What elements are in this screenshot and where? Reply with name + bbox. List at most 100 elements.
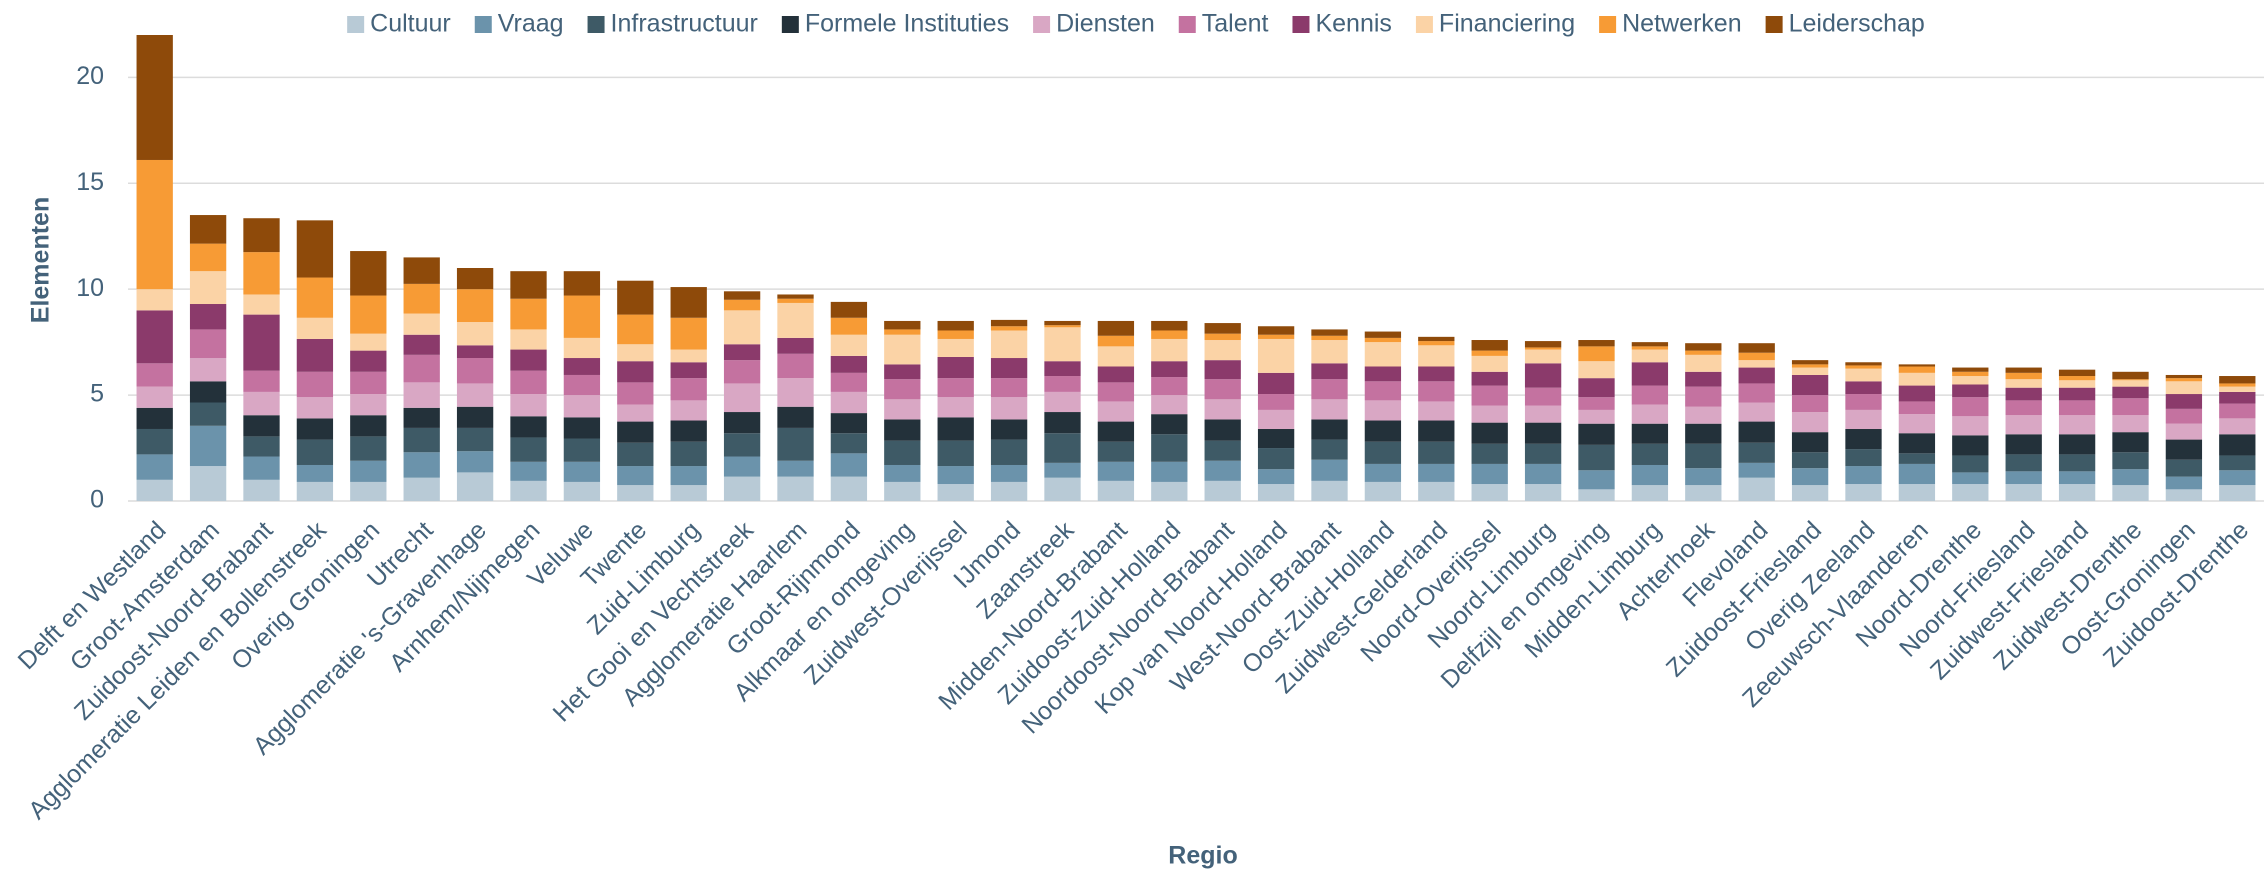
bar-segment (1578, 409, 1615, 424)
bar-segment (136, 363, 173, 387)
bar-segment (990, 358, 1028, 379)
bar-segment (670, 400, 707, 421)
bar-segment (1204, 419, 1241, 441)
bar-segment (1364, 441, 1402, 464)
bar-segment (2058, 376, 2096, 381)
legend-swatch (1599, 16, 1617, 33)
bar-segment (2165, 459, 2203, 477)
bar-segment (510, 298, 547, 330)
bar-segment (1898, 372, 1936, 386)
bar-segment (937, 417, 974, 441)
bar-segment (1044, 477, 1081, 501)
bar-segment (1738, 421, 1775, 443)
bar-segment (670, 317, 707, 350)
bar-segment (1524, 405, 1562, 423)
y-tick-label: 10 (76, 274, 104, 302)
bar-segment (723, 383, 761, 413)
bar-segment (2219, 455, 2256, 471)
bar-segment (1845, 368, 1882, 382)
bar-segment (723, 433, 761, 457)
bar-segment (1097, 346, 1135, 367)
bar-segment (243, 218, 280, 253)
bar-segment (2165, 489, 2203, 501)
bar-segment (510, 349, 547, 371)
bar-segment (1097, 441, 1135, 462)
legend-label: Kennis (1315, 10, 1391, 38)
bar-segment (2005, 471, 2042, 485)
bar-segment (456, 406, 494, 428)
y-tick-label: 5 (90, 380, 104, 408)
bar-segment (1898, 453, 1936, 464)
bar-segment (1151, 320, 1188, 331)
bar-segment (1418, 341, 1455, 346)
bar-segment (937, 320, 974, 331)
bar-segment (403, 257, 440, 284)
bar-segment (1791, 468, 1829, 486)
bar-segment (1738, 360, 1775, 368)
bar-segment (830, 317, 868, 335)
bar-segment (1952, 455, 1989, 473)
bar-segment (243, 370, 280, 392)
bar-segment (563, 417, 601, 439)
bar-segment (1791, 452, 1829, 469)
bar-segment (1364, 463, 1402, 482)
bar-segment (830, 355, 868, 373)
legend-swatch (781, 16, 799, 33)
bar-segment (777, 337, 814, 354)
bar-segment (670, 349, 707, 363)
bar-segment (1364, 366, 1402, 382)
bar-segment (136, 479, 173, 501)
bar-segment (456, 268, 494, 290)
bar-segment (884, 364, 921, 380)
bar-segment (1952, 435, 1989, 456)
bar-segment (296, 481, 334, 501)
bar-segment (1578, 340, 1615, 347)
bar-segment (723, 412, 761, 434)
bar-segment (937, 330, 974, 339)
bar-segment (1151, 330, 1188, 339)
bar-segment (510, 271, 547, 299)
bar-segment (2219, 376, 2256, 384)
legend-label: Formele Instituties (805, 10, 1009, 38)
bar-segment (563, 481, 601, 501)
bar-segment (563, 395, 601, 418)
bar-segment (2165, 408, 2203, 424)
bar-segment (1791, 367, 1829, 375)
bar-segment (617, 404, 654, 422)
bar-segment (884, 399, 921, 420)
bar-segment (1471, 463, 1508, 485)
bar-segment (189, 304, 227, 330)
bar-segment (1524, 349, 1562, 364)
bar-segment (830, 334, 868, 356)
bar-segment (2112, 380, 2149, 387)
bar-segment (456, 322, 494, 346)
bar-segment (2058, 380, 2096, 388)
bar-segment (1631, 342, 1669, 347)
bar-segment (990, 481, 1028, 501)
bar-segment (2005, 415, 2042, 435)
bar-segment (1738, 477, 1775, 501)
bar-segment (189, 466, 227, 501)
bar-segment (1738, 462, 1775, 478)
bar-segment (1151, 434, 1188, 462)
legend: Cultuur Vraag Infrastructuur Formele Instit… (347, 10, 1925, 38)
bar-segment (1471, 350, 1508, 356)
bar-segment (136, 35, 173, 160)
bar-segment (1685, 343, 1722, 351)
bar-segment (1631, 362, 1669, 386)
bar-segment (937, 356, 974, 379)
bar-segment (1471, 405, 1508, 423)
bar-segment (670, 485, 707, 501)
bar-segment (403, 283, 440, 314)
bar-segment (1631, 404, 1669, 424)
bar-segment (830, 413, 868, 434)
bar-segment (1685, 371, 1722, 387)
bar-segment (1578, 470, 1615, 490)
bar-segment (1257, 469, 1295, 485)
bar-segment (1364, 381, 1402, 401)
bar-segment (1898, 385, 1936, 402)
bar-segment (2112, 386, 2149, 399)
bar-segment (670, 378, 707, 401)
bar-segment (1151, 338, 1188, 362)
bar-segment (1257, 338, 1295, 373)
